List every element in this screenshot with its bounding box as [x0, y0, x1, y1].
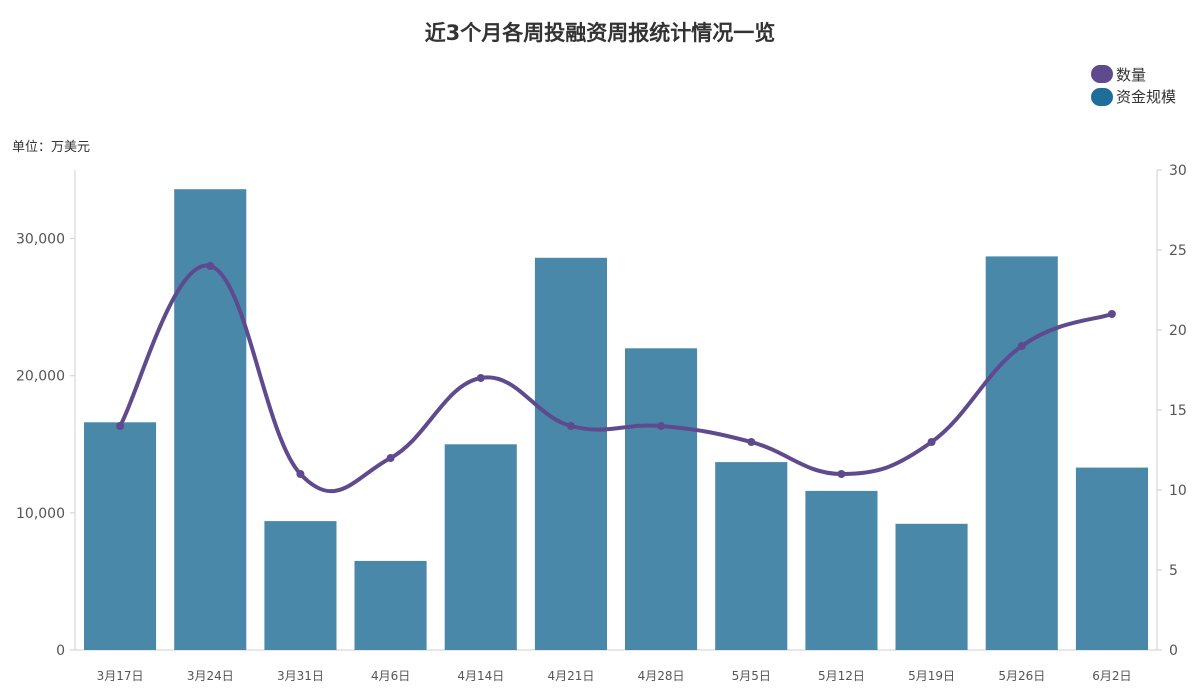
- right-tick-label: 25: [1169, 243, 1187, 259]
- count-point[interactable]: [386, 454, 395, 462]
- bar[interactable]: [264, 521, 337, 650]
- legend-swatch-funding: [1091, 88, 1113, 106]
- left-tick-label: 20,000: [16, 369, 65, 385]
- count-point[interactable]: [747, 438, 756, 446]
- category-label: 6月2日: [1092, 669, 1131, 683]
- category-label: 5月5日: [732, 669, 771, 683]
- category-label: 4月21日: [547, 669, 594, 683]
- legend-item-count[interactable]: 数量: [1091, 65, 1146, 84]
- category-label: 3月31日: [277, 669, 324, 683]
- count-point[interactable]: [206, 262, 215, 270]
- count-point[interactable]: [927, 438, 936, 446]
- unit-label: 单位：万美元: [12, 140, 90, 155]
- count-line: [118, 263, 1114, 494]
- count-point[interactable]: [1107, 310, 1116, 318]
- bar[interactable]: [444, 444, 517, 650]
- category-labels: 3月17日 3月24日 3月31日 4月6日 4月14日 4月21日 4月28日 5月5日 5月…: [97, 669, 1132, 683]
- right-tick-label: 30: [1169, 163, 1187, 179]
- legend-label-count: 数量: [1116, 66, 1146, 84]
- count-point[interactable]: [1017, 342, 1026, 350]
- legend-item-funding[interactable]: 资金规模: [1091, 88, 1176, 106]
- right-tick-label: 0: [1169, 643, 1178, 659]
- right-axis-ticks: 0 5 10 15 20 25 30: [1157, 163, 1187, 659]
- legend-swatch-count: [1091, 65, 1113, 83]
- bar[interactable]: [174, 189, 247, 650]
- line-series: [116, 262, 1116, 494]
- category-label: 3月24日: [187, 669, 234, 683]
- bar[interactable]: [625, 348, 698, 650]
- left-tick-label: 10,000: [16, 506, 65, 522]
- category-label: 4月6日: [371, 669, 410, 683]
- bar[interactable]: [985, 256, 1058, 650]
- count-point[interactable]: [657, 422, 666, 430]
- bar[interactable]: [805, 490, 878, 650]
- bar[interactable]: [715, 462, 788, 650]
- category-label: 5月19日: [908, 669, 955, 683]
- category-label: 4月28日: [638, 669, 685, 683]
- category-label: 5月26日: [998, 669, 1045, 683]
- right-tick-label: 15: [1169, 403, 1187, 419]
- count-point[interactable]: [566, 422, 575, 430]
- count-point[interactable]: [116, 422, 125, 430]
- left-axis-ticks: 0 10,000 20,000 30,000: [16, 232, 75, 659]
- left-tick-label: 0: [56, 643, 65, 659]
- count-point[interactable]: [476, 374, 485, 382]
- legend-label-funding: 资金规模: [1116, 88, 1176, 106]
- right-tick-label: 5: [1169, 563, 1178, 579]
- category-label: 4月14日: [457, 669, 504, 683]
- bar[interactable]: [84, 422, 157, 650]
- chart-title: 近3个月各周投融资周报统计情况一览: [425, 21, 776, 45]
- count-point[interactable]: [296, 470, 305, 478]
- bar[interactable]: [895, 523, 968, 650]
- category-label: 5月12日: [818, 669, 865, 683]
- right-tick-label: 20: [1169, 323, 1187, 339]
- category-label: 3月17日: [97, 669, 144, 683]
- bar[interactable]: [1075, 467, 1148, 650]
- legend[interactable]: 数量 资金规模: [1091, 65, 1176, 106]
- bar[interactable]: [534, 257, 607, 650]
- bar-series: [84, 189, 1148, 650]
- right-tick-label: 10: [1169, 483, 1187, 499]
- left-tick-label: 30,000: [16, 232, 65, 248]
- bar[interactable]: [354, 560, 427, 650]
- count-point[interactable]: [837, 470, 846, 478]
